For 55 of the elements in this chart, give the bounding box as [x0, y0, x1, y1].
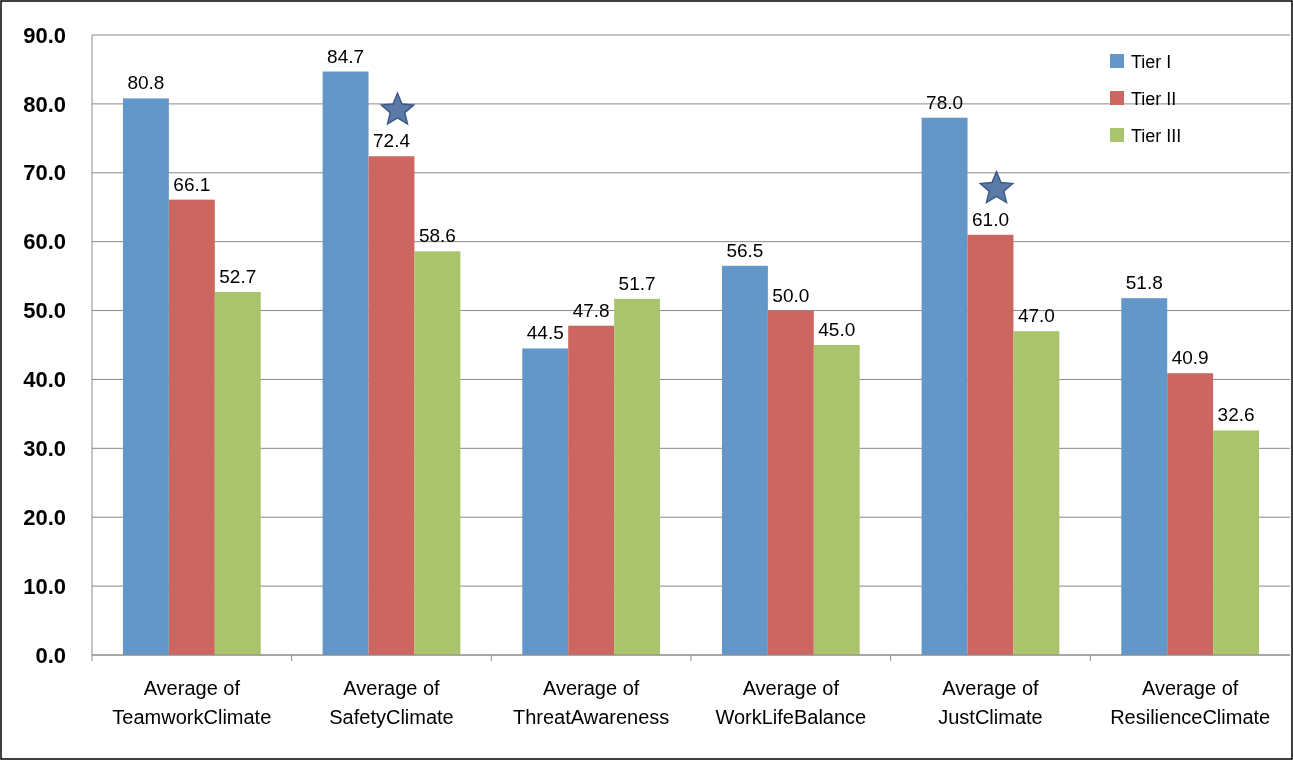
x-tick-label: Average of TeamworkClimate [112, 677, 272, 728]
y-tick-label: 20.0 [23, 504, 66, 530]
bar [568, 325, 615, 655]
bar [522, 348, 569, 655]
bar [1167, 373, 1214, 655]
bar [921, 117, 968, 655]
y-tick-label: 0.0 [35, 642, 66, 668]
data-label: 61.0 [972, 208, 1009, 230]
data-label: 51.7 [618, 272, 656, 294]
bar [721, 265, 768, 655]
data-label: 66.1 [173, 173, 211, 195]
data-label: 80.8 [127, 72, 165, 94]
data-label: 47.0 [1017, 305, 1055, 327]
data-label: 58.6 [418, 225, 456, 247]
bar [767, 310, 814, 655]
x-tick-label: Average of JustClimate [938, 677, 1043, 728]
x-tick-label: Average of ThreatAwareness [512, 677, 670, 728]
y-tick-label: 80.0 [23, 91, 66, 117]
data-label: 45.0 [818, 319, 856, 340]
data-label: 51.8 [1125, 272, 1163, 294]
bar [1013, 331, 1060, 655]
bar [1213, 430, 1260, 655]
legend-label: Tier II [1131, 89, 1177, 110]
data-label: 78.0 [926, 91, 964, 113]
data-label: 50.0 [772, 284, 810, 306]
bar [967, 234, 1014, 655]
x-tick-label: Average of ResilienceClimate [1110, 677, 1271, 728]
legend-label: Tier I [1131, 52, 1172, 73]
y-tick-label: 60.0 [23, 229, 66, 255]
data-label: 44.5 [526, 322, 564, 344]
bar [122, 98, 169, 655]
bar [614, 298, 661, 655]
data-label: 40.9 [1171, 347, 1209, 369]
bar [214, 291, 261, 655]
data-label: 52.7 [219, 265, 257, 287]
y-tick-label: 10.0 [23, 573, 66, 599]
data-label: 47.8 [572, 299, 610, 321]
y-tick-label: 70.0 [23, 160, 66, 186]
y-tick-label: 30.0 [23, 436, 66, 462]
bar [322, 71, 369, 655]
x-tick-label: Average of WorkLifeBalance [715, 677, 867, 728]
x-tick-label: Average of SafetyClimate [329, 677, 454, 728]
y-tick-label: 50.0 [23, 298, 66, 324]
y-tick-label: 40.0 [23, 367, 66, 393]
y-tick-label: 90.0 [23, 22, 66, 48]
data-label: 32.6 [1217, 404, 1255, 426]
bar [813, 345, 860, 655]
data-label: 72.4 [373, 130, 411, 152]
data-label: 56.5 [726, 239, 764, 261]
bar [168, 199, 215, 655]
bar [414, 251, 461, 655]
bar [1121, 298, 1168, 655]
data-label: 84.7 [327, 45, 365, 67]
legend-label: Tier III [1131, 126, 1182, 147]
bar [368, 156, 415, 655]
